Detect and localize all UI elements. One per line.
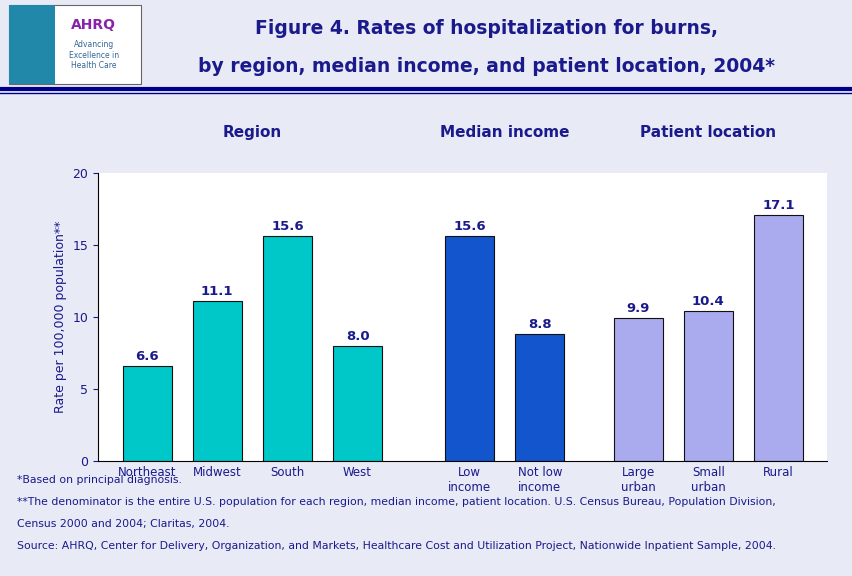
Text: 15.6: 15.6: [453, 220, 486, 233]
Bar: [753, 214, 802, 461]
Text: Advancing
Excellence in
Health Care: Advancing Excellence in Health Care: [69, 40, 118, 70]
Bar: [613, 318, 662, 461]
Text: 8.8: 8.8: [527, 318, 551, 331]
Text: 11.1: 11.1: [201, 285, 233, 298]
Bar: [9, 5, 55, 84]
Text: Figure 4. Rates of hospitalization for burns,: Figure 4. Rates of hospitalization for b…: [255, 19, 717, 38]
Text: **The denominator is the entire U.S. population for each region, median income, : **The denominator is the entire U.S. pop…: [17, 497, 775, 507]
Bar: [262, 236, 312, 461]
Text: *Based on principal diagnosis.: *Based on principal diagnosis.: [17, 475, 181, 485]
Bar: [515, 334, 564, 461]
Bar: [193, 301, 242, 461]
Bar: [123, 366, 171, 461]
Bar: [445, 236, 493, 461]
Text: 6.6: 6.6: [135, 350, 158, 363]
Text: Source: AHRQ, Center for Delivery, Organization, and Markets, Healthcare Cost an: Source: AHRQ, Center for Delivery, Organ…: [17, 541, 775, 551]
Text: 17.1: 17.1: [761, 199, 794, 212]
Bar: [332, 346, 382, 461]
Bar: [682, 311, 732, 461]
Text: Patient location: Patient location: [639, 125, 775, 140]
Text: Median income: Median income: [440, 125, 569, 140]
Bar: [9, 5, 141, 84]
Y-axis label: Rate per 100,000 population**: Rate per 100,000 population**: [54, 221, 66, 413]
Text: 10.4: 10.4: [691, 295, 723, 308]
Text: 15.6: 15.6: [271, 220, 303, 233]
Text: AHRQ: AHRQ: [72, 18, 116, 32]
Text: 9.9: 9.9: [625, 302, 649, 316]
Text: Region: Region: [222, 125, 282, 140]
Text: by region, median income, and patient location, 2004*: by region, median income, and patient lo…: [198, 56, 774, 75]
Text: 8.0: 8.0: [345, 329, 369, 343]
Text: Census 2000 and 2004; Claritas, 2004.: Census 2000 and 2004; Claritas, 2004.: [17, 519, 229, 529]
